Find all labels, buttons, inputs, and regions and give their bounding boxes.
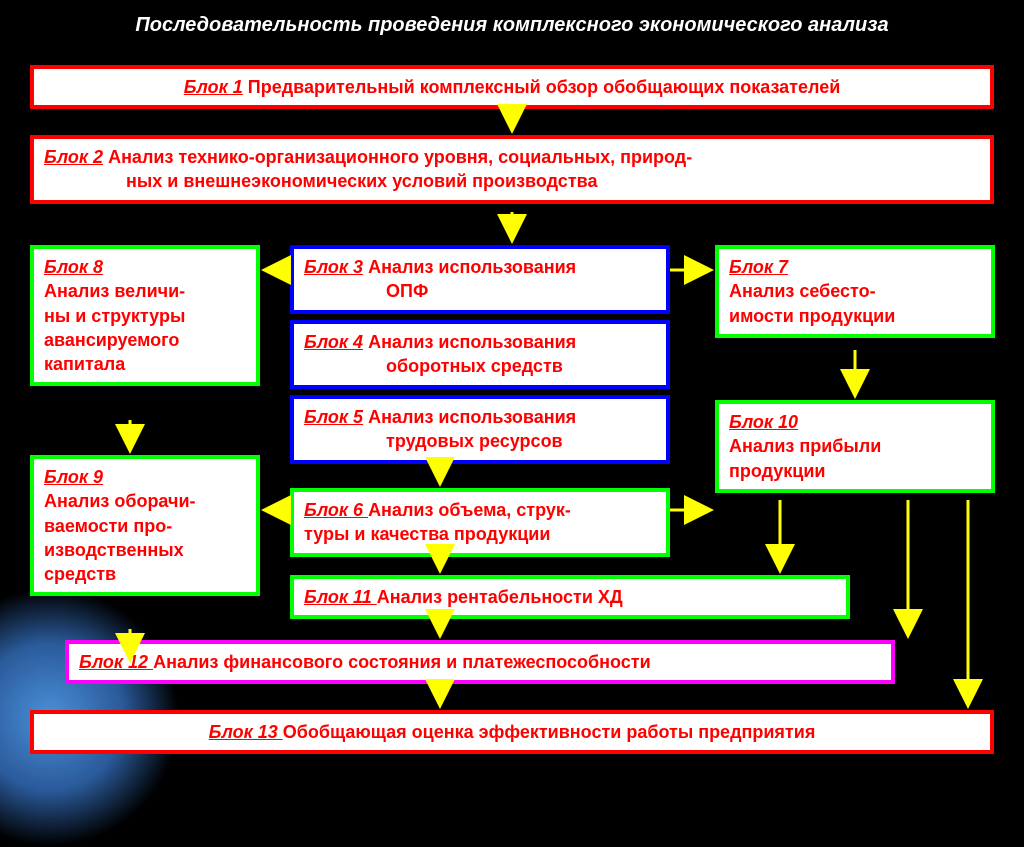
block-11-label: Блок 11 — [304, 587, 377, 607]
block-4-t2: оборотных средств — [386, 356, 563, 376]
block-12: Блок 12 Анализ финансового состояния и п… — [65, 640, 895, 684]
block-10-t2: продукции — [729, 461, 826, 481]
block-9-t2: ваемости про- — [44, 516, 172, 536]
block-12-text: Анализ финансового состояния и платежесп… — [153, 652, 651, 672]
block-1: Блок 1 Предварительный комплексный обзор… — [30, 65, 994, 109]
block-8-t3: авансируемого — [44, 330, 179, 350]
block-13: Блок 13 Обобщающая оценка эффективности … — [30, 710, 994, 754]
block-8-t4: капитала — [44, 354, 125, 374]
block-3: Блок 3 Анализ использования ОПФ — [290, 245, 670, 314]
block-2: Блок 2 Анализ технико-организационного у… — [30, 135, 994, 204]
block-2-text-l1: Анализ технико-организационного уровня, … — [103, 147, 692, 167]
block-5-label: Блок 5 — [304, 407, 363, 427]
block-11-text: Анализ рентабельности ХД — [377, 587, 623, 607]
block-11: Блок 11 Анализ рентабельности ХД — [290, 575, 850, 619]
block-8: Блок 8 Анализ величи- ны и структуры ава… — [30, 245, 260, 386]
block-9-t3: изводственных — [44, 540, 184, 560]
block-10-t1: Анализ прибыли — [729, 436, 881, 456]
block-1-text: Предварительный комплексный обзор обобща… — [243, 77, 841, 97]
block-8-t2: ны и структуры — [44, 306, 185, 326]
block-9-t1: Анализ оборачи- — [44, 491, 196, 511]
block-13-text: Обобщающая оценка эффективности работы п… — [283, 722, 816, 742]
block-6: Блок 6 Анализ объема, струк- туры и каче… — [290, 488, 670, 557]
block-1-label: Блок 1 — [184, 77, 243, 97]
diagram-title: Последовательность проведения комплексно… — [0, 14, 1024, 37]
block-4: Блок 4 Анализ использования оборотных ср… — [290, 320, 670, 389]
block-7-t2: имости продукции — [729, 306, 895, 326]
block-6-text: Анализ объема, струк- — [368, 500, 571, 520]
block-5-t2: трудовых ресурсов — [386, 431, 563, 451]
block-3-text: Анализ использования — [363, 257, 576, 277]
block-7: Блок 7 Анализ себесто- имости продукции — [715, 245, 995, 338]
block-6-label: Блок 6 — [304, 500, 368, 520]
block-12-label: Блок 12 — [79, 652, 153, 672]
block-6-t2: туры и качества продукции — [304, 524, 550, 544]
block-9-t4: средств — [44, 564, 116, 584]
block-2-label: Блок 2 — [44, 147, 103, 167]
block-8-t1: Анализ величи- — [44, 281, 185, 301]
block-9: Блок 9 Анализ оборачи- ваемости про- изв… — [30, 455, 260, 596]
block-10: Блок 10 Анализ прибыли продукции — [715, 400, 995, 493]
block-5: Блок 5 Анализ использования трудовых рес… — [290, 395, 670, 464]
block-3-t2: ОПФ — [386, 281, 428, 301]
block-7-label: Блок 7 — [729, 257, 788, 277]
block-8-label: Блок 8 — [44, 257, 103, 277]
block-4-label: Блок 4 — [304, 332, 363, 352]
block-5-text: Анализ использования — [363, 407, 576, 427]
block-2-text-l2: ных и внешнеэкономических условий произв… — [126, 171, 597, 191]
block-4-text: Анализ использования — [363, 332, 576, 352]
block-7-t1: Анализ себесто- — [729, 281, 876, 301]
block-9-label: Блок 9 — [44, 467, 103, 487]
block-10-label: Блок 10 — [729, 412, 798, 432]
block-3-label: Блок 3 — [304, 257, 363, 277]
block-13-label: Блок 13 — [209, 722, 283, 742]
